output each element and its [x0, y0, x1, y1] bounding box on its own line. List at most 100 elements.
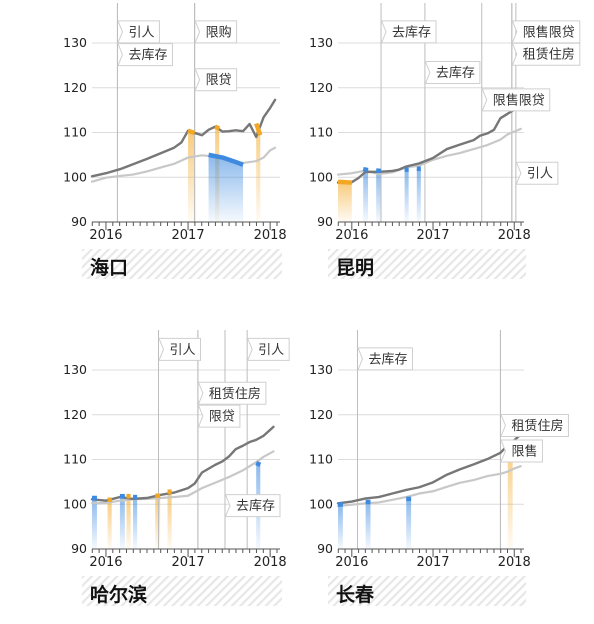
policy-tag-label: 租赁住房: [523, 47, 575, 63]
highlight-fill: [404, 169, 409, 222]
policy-tag: [511, 42, 581, 66]
y-tick-label: 120: [63, 80, 87, 95]
y-tick-label: 100: [309, 169, 333, 184]
highlight-fill: [338, 181, 352, 222]
x-tick-label: 2017: [416, 555, 449, 570]
policy-tag-label: 去库存: [236, 498, 275, 514]
policy-tag-label: 限售: [511, 443, 537, 459]
y-tick-label: 90: [71, 214, 87, 229]
policy-tag-label: 租赁住房: [511, 418, 563, 434]
policy-tag-label: 租赁住房: [209, 386, 261, 402]
y-tick-label: 130: [309, 362, 333, 377]
city-title: 昆明: [336, 257, 375, 279]
policy-tag-label: 引人: [527, 167, 553, 182]
highlight-fill: [155, 495, 161, 549]
highlight-segment: [208, 152, 244, 167]
highlight-segment: [214, 124, 221, 131]
highlight-fill: [406, 498, 412, 549]
y-tick-label: 120: [309, 80, 333, 95]
x-tick-label: 2016: [335, 228, 368, 243]
highlight-fill: [133, 497, 138, 549]
city-strip-kunming: 昆明: [328, 249, 526, 279]
hatch-pattern: [328, 576, 526, 606]
x-tick-label: 2017: [416, 228, 449, 243]
policy-tag-label: 限购: [206, 24, 232, 40]
highlight-segment: [255, 461, 262, 467]
y-tick-label: 110: [63, 125, 87, 140]
policy-tag-label: 限贷: [209, 410, 235, 425]
series-line-light: [336, 465, 522, 508]
policy-tag: [246, 337, 290, 361]
policy-tag: [500, 439, 543, 463]
x-tick-label: 2017: [172, 228, 205, 243]
hatch-pattern: [82, 576, 282, 606]
policy-tag: [158, 337, 201, 361]
x-tick-label: 2016: [89, 228, 122, 243]
highlight-fill: [365, 502, 371, 549]
policy-tag-label: 限贷: [206, 73, 232, 88]
series-line-dark: [90, 98, 277, 178]
y-tick-label: 110: [309, 452, 333, 467]
policy-tag-label: 去库存: [128, 47, 167, 63]
x-tick-label: 2016: [89, 555, 122, 570]
policy-tag: [117, 43, 173, 67]
city-title: 海口: [90, 257, 129, 279]
highlight-fill: [208, 154, 244, 222]
y-tick-label: 100: [309, 496, 333, 511]
hatch-pattern: [328, 249, 526, 279]
series-line-light: [90, 450, 275, 505]
city-strip-haikou: 海口: [82, 249, 282, 279]
policy-tag: [357, 347, 413, 371]
y-tick-label: 130: [63, 35, 87, 50]
policy-tag-label: 引人: [128, 25, 154, 40]
series-line-dark: [336, 433, 522, 505]
policy-tag: [194, 20, 238, 44]
policy-tag-label: 引人: [258, 343, 284, 358]
policy-tag-label: 去库存: [392, 24, 431, 40]
policy-tag: [117, 20, 160, 44]
highlight-fill: [92, 497, 97, 549]
x-tick-label: 2018: [254, 555, 287, 570]
policy-tag-label: 去库存: [368, 351, 407, 367]
highlight-segment: [362, 166, 369, 173]
policy-tag: [481, 88, 551, 112]
policy-tag: [197, 381, 267, 405]
policy-tag: [500, 413, 569, 437]
y-tick-label: 90: [317, 541, 333, 556]
highlight-segment: [337, 179, 352, 185]
highlight-fill: [167, 491, 172, 549]
y-tick-label: 100: [63, 496, 87, 511]
highlight-fill: [416, 168, 421, 222]
highlight-segment: [254, 122, 263, 136]
policy-tag-label: 限售限贷: [493, 92, 545, 108]
y-tick-label: 130: [63, 362, 87, 377]
hatch-pattern: [82, 249, 282, 279]
series-line-dark: [90, 425, 275, 502]
y-tick-label: 90: [317, 214, 333, 229]
x-tick-label: 2018: [498, 555, 531, 570]
policy-tag: [424, 61, 481, 85]
policy-tag-label: 去库存: [436, 65, 475, 81]
y-tick-label: 120: [63, 407, 87, 422]
y-tick-label: 110: [309, 125, 333, 140]
y-tick-label: 110: [63, 452, 87, 467]
policy-tag-label: 限售限贷: [523, 24, 575, 40]
y-tick-label: 130: [309, 35, 333, 50]
policy-tag: [197, 404, 241, 428]
highlight-segment: [187, 128, 196, 136]
policy-tag-label: 引人: [169, 343, 195, 358]
highlight-fill: [188, 130, 195, 222]
highlight-fill: [107, 499, 112, 549]
highlight-fill: [363, 169, 369, 222]
highlight-fill: [376, 170, 382, 222]
series-line-light: [90, 146, 277, 183]
y-tick-label: 100: [63, 169, 87, 184]
highlight-fill: [119, 496, 125, 549]
x-tick-label: 2017: [172, 555, 205, 570]
city-strip-harbin: 哈尔滨: [82, 576, 282, 606]
